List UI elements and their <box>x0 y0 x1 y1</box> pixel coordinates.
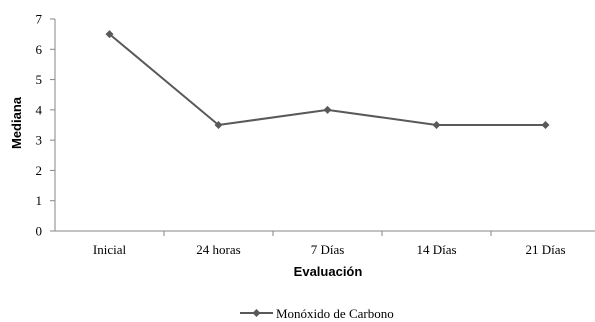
y-tick-label: 6 <box>36 42 43 57</box>
x-tick-label: 24 horas <box>196 242 240 257</box>
legend-label: Monóxido de Carbono <box>276 306 394 321</box>
x-tick-label: Inicial <box>93 242 127 257</box>
y-tick-label: 7 <box>36 12 43 27</box>
legend: Monóxido de Carbono <box>240 306 394 321</box>
y-axis-title: Mediana <box>9 96 24 149</box>
series-layer <box>105 30 550 129</box>
data-point-diamond <box>432 121 441 129</box>
x-tick-label: 21 Días <box>525 242 565 257</box>
data-point-diamond <box>105 30 114 39</box>
y-tick-label: 2 <box>36 163 43 178</box>
data-point-diamond <box>541 121 550 129</box>
y-tick-label: 4 <box>36 102 43 117</box>
x-axis-ticks: Inicial 24 horas 7 Días 14 Días 21 Días <box>93 231 566 257</box>
y-axis-ticks: 0 1 2 3 4 5 6 7 <box>36 12 55 239</box>
y-tick-label: 1 <box>36 193 43 208</box>
y-tick-label: 3 <box>36 133 43 148</box>
data-point-diamond <box>214 121 223 129</box>
y-tick-label: 5 <box>36 72 43 87</box>
legend-diamond-marker <box>252 309 261 317</box>
x-tick-label: 7 Días <box>311 242 345 257</box>
x-tick-label: 14 Días <box>416 242 456 257</box>
data-point-diamond <box>323 105 332 114</box>
y-tick-label: 0 <box>36 224 43 239</box>
x-axis-title: Evaluación <box>294 264 363 279</box>
